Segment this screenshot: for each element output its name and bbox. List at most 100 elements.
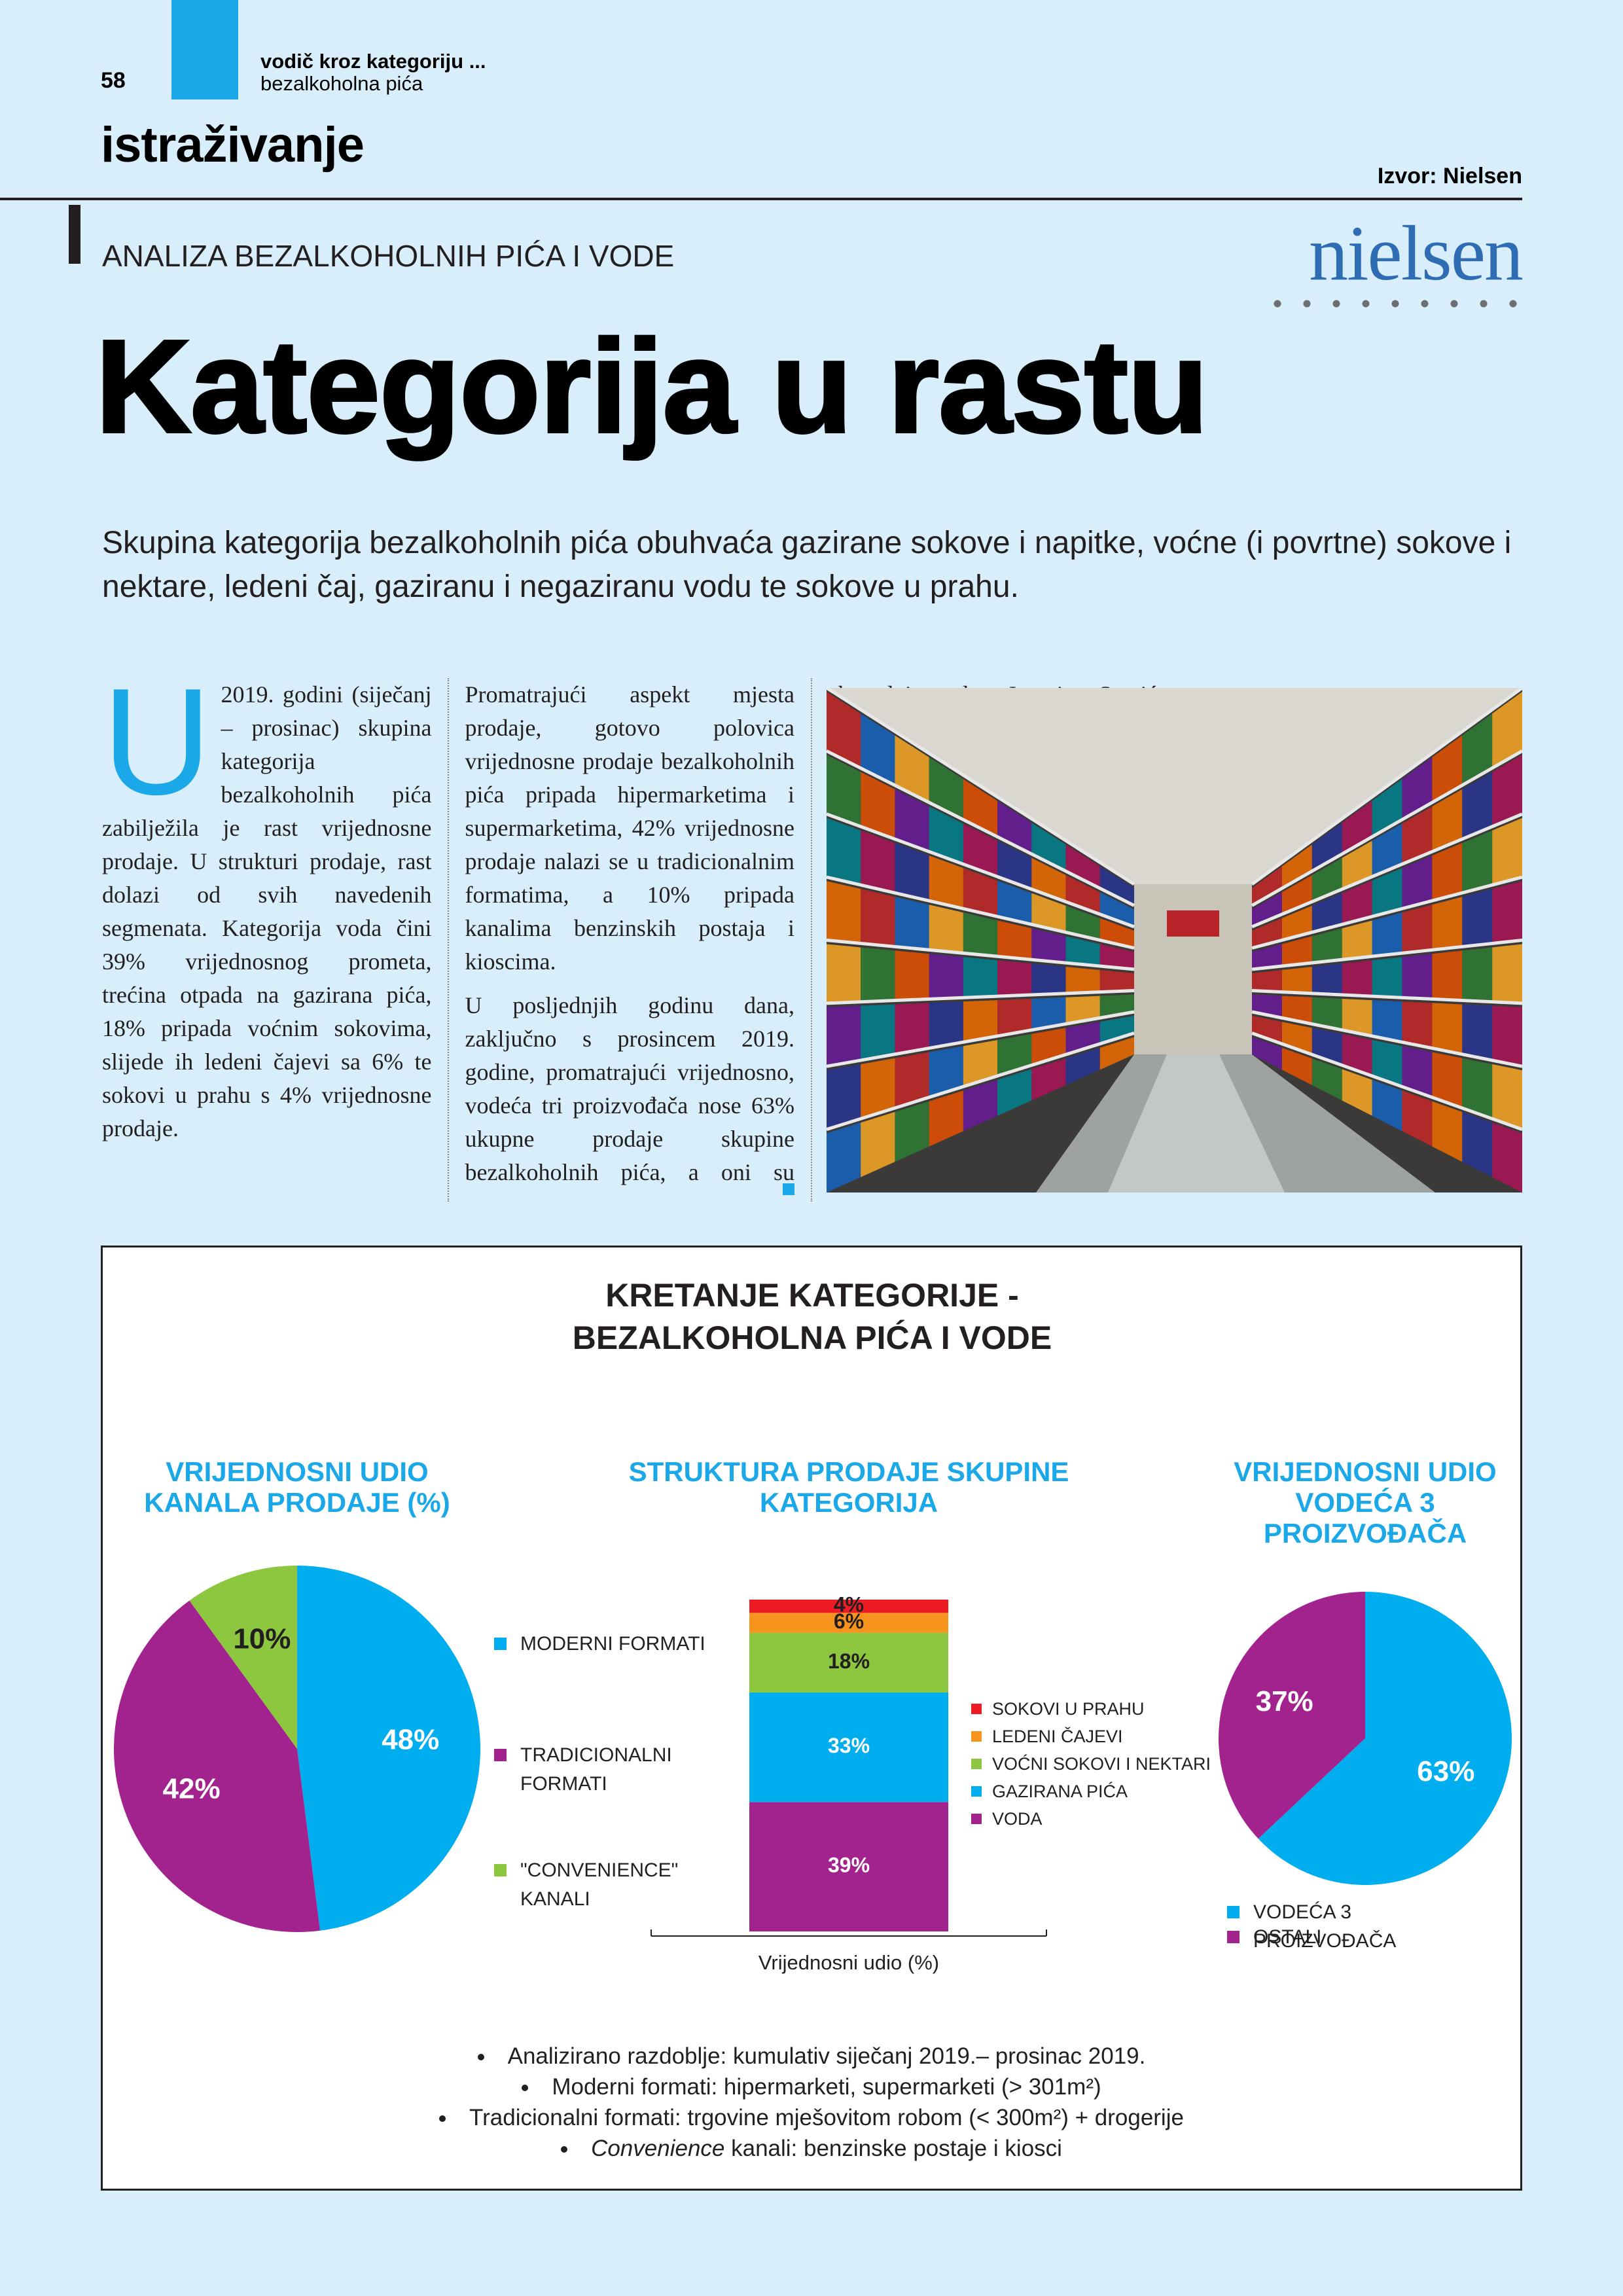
notes: Analizirano razdoblje: kumulativ siječan… (101, 2041, 1522, 2164)
shelf-goods (997, 998, 1032, 1036)
legend-swatch (971, 1704, 982, 1714)
shelf-goods (1065, 1047, 1100, 1085)
shelf-goods (1342, 1069, 1372, 1116)
shelf-goods (1031, 963, 1066, 995)
shelf-goods (1462, 830, 1493, 893)
shelf-goods (997, 880, 1032, 925)
shelf-goods (827, 692, 861, 768)
shelf-goods (827, 1064, 861, 1130)
shelf-goods (1342, 998, 1372, 1036)
shelf-goods (997, 840, 1032, 889)
legend-item: OSTALI (1227, 1923, 1476, 1952)
shelf-goods (1065, 967, 1100, 994)
shelf-goods (1492, 1064, 1522, 1130)
shelf-goods (861, 1111, 895, 1177)
shelf-goods (1311, 893, 1342, 933)
legend-item: LEDENI ČAJEVI (971, 1722, 1123, 1751)
shelf-goods (827, 755, 861, 827)
pie-slice (1258, 1592, 1512, 1885)
kicker-bar (69, 205, 80, 264)
note-italic: Convenience (591, 2136, 725, 2161)
shelf-edge (827, 939, 1135, 971)
shelf-edge (827, 812, 1135, 929)
shelf-edge (827, 875, 1135, 950)
shelf-edge (1251, 989, 1522, 1005)
kicker: ANALIZA BEZALKOHOLNIH PIĆA I VODE (102, 239, 675, 273)
shelf-goods (1432, 789, 1463, 852)
legend-swatch (494, 1638, 507, 1650)
shelf-goods (963, 1079, 998, 1132)
shelf-edge (1251, 1031, 1522, 1131)
shelf-goods (827, 817, 861, 886)
bar-segment (749, 1632, 948, 1693)
shelf-goods (1372, 1000, 1402, 1043)
chart-title: KATEGORIJA (760, 1487, 938, 1518)
shelf-goods (1372, 957, 1402, 998)
shelf-goods (1492, 1122, 1522, 1193)
section-line: vodič kroz kategoriju ... (260, 50, 486, 73)
shelf-goods (963, 1040, 998, 1087)
shelf-goods (861, 772, 895, 840)
shelf-goods (963, 957, 998, 998)
shelf-goods (1462, 713, 1493, 785)
chart-title: VODEĆA 3 (1295, 1486, 1435, 1518)
note: Moderni formati: hipermarketi, supermark… (101, 2072, 1522, 2102)
shelf-goods (1372, 1079, 1402, 1132)
shelf-goods (1252, 892, 1282, 927)
shelf-goods (1342, 1033, 1372, 1076)
shelf-goods (1031, 1058, 1066, 1101)
shelf-goods (861, 713, 895, 785)
legend-swatch (1227, 1906, 1240, 1918)
note-text: Moderni formati: hipermarketi, supermark… (552, 2074, 1101, 2100)
shelf-goods (1252, 1016, 1282, 1044)
shelf-goods (1281, 1047, 1312, 1085)
legend-swatch (971, 1731, 982, 1742)
pie-slice (114, 1600, 321, 1933)
shelf-goods (1342, 880, 1372, 925)
shelf-edge (1251, 812, 1522, 929)
shelf-goods (1402, 1001, 1433, 1049)
bar-segment (749, 1802, 948, 1931)
shelf-goods (1492, 755, 1522, 827)
shelf-goods (1372, 1040, 1402, 1087)
header-block (171, 0, 238, 99)
legend-swatch (971, 1759, 982, 1769)
bar-segment (749, 1613, 948, 1633)
shelf-goods (929, 1001, 963, 1049)
chart-title: STRUKTURA PRODAJE SKUPINE (629, 1456, 1069, 1487)
shelf-goods (827, 1122, 861, 1193)
shelf-edge (827, 1010, 1135, 1068)
shelf-goods (1462, 947, 1493, 1002)
shelf-goods (1099, 1037, 1134, 1070)
note: Analizirano razdoblje: kumulativ siječan… (101, 2041, 1522, 2072)
bar-label: 39% (828, 1854, 870, 1877)
shelf-goods (997, 920, 1032, 960)
source: Izvor: Nielsen (1377, 164, 1522, 188)
shelf-goods (929, 757, 963, 820)
legend-label: "CONVENIENCE" KANALI (520, 1859, 679, 1910)
shelf-goods (1099, 892, 1134, 927)
legend-item: GAZIRANA PIĆA (971, 1777, 1128, 1806)
shelf-goods (1402, 1046, 1433, 1098)
shelf-goods (1402, 757, 1433, 820)
shelf-edge (827, 688, 1135, 886)
shelf-goods (1372, 823, 1402, 877)
shelf-goods (929, 806, 963, 865)
section-title: istraživanje (101, 117, 365, 173)
shelf-goods (1402, 1090, 1433, 1147)
legend-swatch (494, 1864, 507, 1876)
x-axis-label: Vrijednosni udio (%) (758, 1951, 939, 1974)
shelf-goods (929, 1090, 963, 1147)
shelf-goods (1492, 944, 1522, 1003)
shelf-goods (895, 1101, 929, 1162)
shelf-goods (895, 843, 929, 901)
shelf-goods (827, 944, 861, 1003)
shelf-edge (827, 989, 1135, 1005)
shelf-goods (827, 1005, 861, 1067)
shelf-goods (1252, 970, 1282, 992)
shelf-goods (1281, 905, 1312, 941)
shelf-goods (1402, 954, 1433, 999)
shelf-goods (997, 1069, 1032, 1116)
